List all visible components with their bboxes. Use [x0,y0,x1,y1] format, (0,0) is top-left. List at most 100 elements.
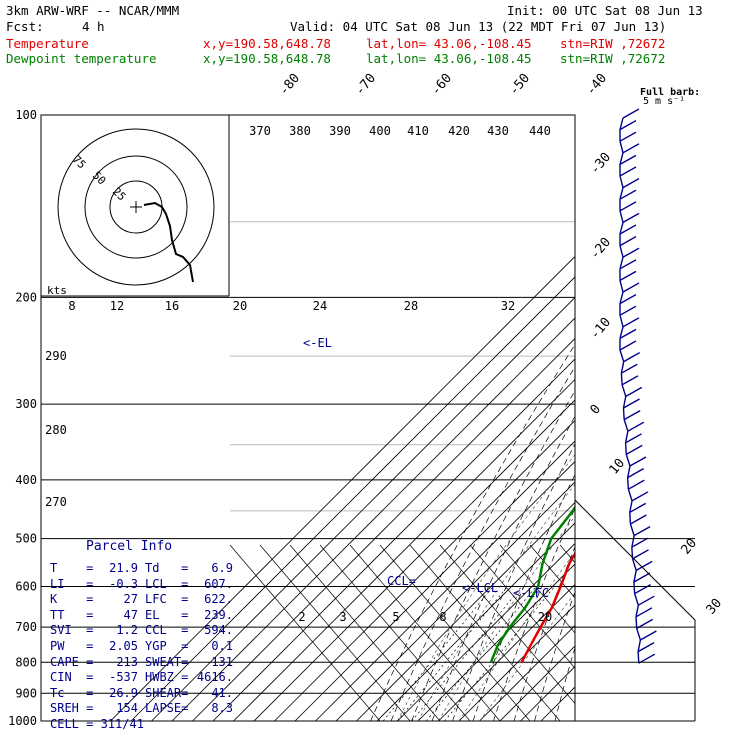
wind-barb [622,317,640,328]
wind-staff [622,407,625,420]
wind-staff [619,349,625,362]
dry-adiabat [390,366,575,721]
wind-staff [619,280,624,293]
init-time: Init: 00 UTC Sat 08 Jun 13 [507,3,703,18]
wind-barb [637,595,655,606]
parcel-cell: LI = -0.3 [50,577,145,593]
mixing-ratio-label: 2 [298,610,305,624]
dry-adiabat [637,115,740,721]
wind-barb [623,351,641,363]
isotherm [438,583,575,721]
grid-diagonal [229,544,381,721]
parcel-cell: YGP = 0.1 [145,639,240,655]
level-annotation: CCL= [387,574,416,588]
parcel-param-value: 607. [204,576,233,591]
parcel-param-name: EL = [145,607,189,622]
parcel-row: CAPE = 213 SWEAT= 131 [50,655,240,671]
wind-staff [619,245,624,258]
parcel-param-value: 27 [123,592,138,607]
isotherm [151,296,575,721]
isotherm [130,276,575,721]
wind-staff [619,117,624,130]
dry-adiabat [576,115,740,721]
parcel-cell: K = 27 [50,592,145,608]
isotherm-label: -70 [353,71,380,99]
isotherm [376,522,575,721]
moist-adiabat [438,515,575,721]
mixing-ratio-label: 5 [392,610,399,624]
wind-staff [626,465,631,478]
plot-edge [574,115,696,721]
parcel-cell: PW = 2.05 [50,639,145,655]
parcel-param-name: T = [50,561,94,575]
theta-label: 390 [329,124,351,138]
pressure-tick-label: 500 [15,532,37,546]
isotherm [479,624,575,721]
wind-staff [623,419,629,432]
wind-barb [631,537,649,548]
grid-diagonal [319,544,471,721]
parcel-cell: LCL = 607. [145,577,240,593]
hodograph-trace [143,201,194,283]
dry-adiabat [617,115,740,721]
wind-staff [619,152,624,165]
wind-staff [619,141,624,153]
wind-barb [627,421,645,432]
parcel-param-value: 594. [204,623,233,638]
wind-barb [635,560,653,572]
parcel-row: LI = -0.3 LCL = 607. [50,577,240,593]
parcel-cell: TT = 47 [50,608,145,624]
wind-staff [619,326,624,339]
wind-barb [622,247,640,258]
parcel-param-name: SVI = [50,623,94,638]
wind-staff [625,454,631,467]
wind-barb [622,212,640,224]
mixing-ratio-line [382,586,494,721]
wind-barb [637,641,655,653]
wind-barb [625,386,643,398]
parcel-param-value: 154 [116,701,138,716]
parcel-param-value: 21.9 [109,561,138,575]
parcel-cell: T = 21.9 [50,561,145,577]
wind-barb [640,630,657,641]
parcel-param-value: 0.1 [211,638,233,653]
isotherm [520,665,575,721]
parcel-param-value: 47 [123,607,138,622]
theta-label: 290 [45,349,67,363]
parcel-param-value: 8.3 [211,701,233,716]
wind-barb [619,119,637,131]
wind-staff [624,431,629,443]
parcel-param-name: LFC = [145,592,189,607]
wind-staff [619,222,624,235]
parcel-param-name: PW = [50,638,94,653]
parcel-cell: LFC = 622. [145,592,240,608]
wind-staff [626,477,630,490]
isotherm [212,358,575,721]
pressure-tick-label: 1000 [8,714,37,728]
wind-staff [633,570,637,583]
pressure-tick-label: 200 [15,290,37,304]
hodograph-ring [84,155,188,259]
parcel-cell: CAPE = 213 [50,655,145,671]
dry-adiabat [452,443,575,721]
theta-label: 400 [369,124,391,138]
theta-label: 410 [407,124,429,138]
wind-barb [619,235,637,247]
wind-barb [629,456,647,467]
parcel-row: CIN = -537 HWBZ = 4616. [50,670,240,686]
dry-adiabat [678,115,740,721]
grid-diagonal [590,545,740,721]
parcel-param-value: 4616. [196,670,233,685]
wind-barb [635,607,653,618]
isotherm [253,399,575,721]
wind-staff [635,616,638,629]
parcel-row: TT = 47 EL = 239. [50,608,240,624]
parcel-param-name: LCL = [145,576,189,591]
moist-adiabat [417,483,575,721]
mixing-ratio-line [397,586,508,721]
wind-staff [619,187,624,200]
hodograph-speed-label: 32 [501,299,515,313]
wind-staff [635,605,639,617]
parcel-param-value: 131 [211,654,233,669]
series-temperature-line [520,551,575,663]
